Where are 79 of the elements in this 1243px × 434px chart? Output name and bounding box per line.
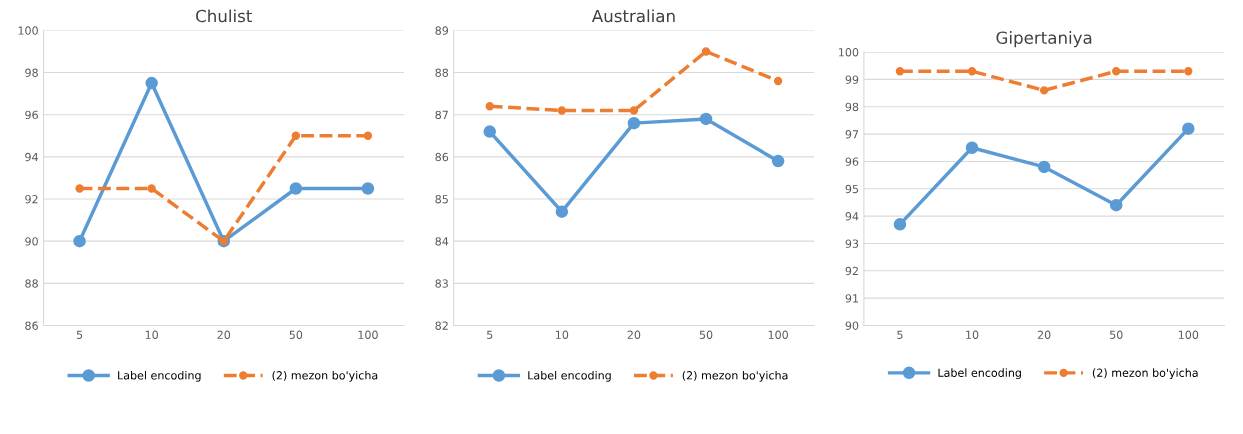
y-tick-label: 94 <box>845 212 859 221</box>
legend-label: Label encoding <box>938 368 1021 380</box>
y-tick-label: 96 <box>25 110 38 120</box>
point <box>965 141 979 155</box>
point <box>1112 67 1121 76</box>
y-tick-label: 86 <box>25 321 38 330</box>
y-tick-label: 96 <box>845 157 859 166</box>
chart-title: Australian <box>591 9 675 23</box>
y-tick-label: 88 <box>435 68 449 77</box>
point <box>145 76 158 90</box>
point <box>699 112 713 126</box>
y-tick-label: 90 <box>845 321 859 330</box>
point <box>147 184 156 193</box>
x-tick-label: 10 <box>145 330 158 339</box>
point <box>967 67 977 76</box>
chart-title: Chulist <box>196 9 252 23</box>
point <box>73 234 86 248</box>
y-tick-label: 97 <box>845 130 859 139</box>
point <box>1184 67 1193 76</box>
x-tick-label: 50 <box>1110 330 1123 339</box>
legend-label: (2) mezon bo'yicha <box>1092 368 1198 380</box>
point <box>773 76 783 86</box>
x-tick-label: 50 <box>289 330 303 339</box>
y-tick-label: 89 <box>435 26 449 35</box>
x-tick-label: 100 <box>358 330 378 339</box>
chart-title: Gipertaniya <box>996 31 1092 48</box>
legend-label: (2) mezon bo'yicha <box>272 370 378 382</box>
x-tick-label: 20 <box>1037 330 1051 339</box>
point <box>557 106 567 115</box>
y-tick-label: 98 <box>25 68 38 77</box>
y-tick-label: 88 <box>25 279 38 288</box>
point <box>485 102 494 111</box>
y-tick-label: 82 <box>435 321 448 330</box>
x-tick-label: 5 <box>76 330 83 339</box>
y-tick-label: 92 <box>25 194 38 204</box>
point <box>627 116 641 130</box>
legend-label: (2) mezon bo'yicha <box>682 370 788 382</box>
point <box>701 47 711 56</box>
x-tick-label: 100 <box>768 330 788 339</box>
x-tick-label: 5 <box>897 330 903 339</box>
x-tick-label: 10 <box>555 330 569 339</box>
point <box>75 184 84 193</box>
y-tick-label: 95 <box>845 184 859 194</box>
legend-label: Label encoding <box>528 370 611 382</box>
point <box>363 131 373 140</box>
point <box>291 131 301 140</box>
y-tick-label: 90 <box>25 237 38 246</box>
y-tick-label: 92 <box>845 266 858 276</box>
legend-label: Label encoding <box>118 370 201 382</box>
y-tick-label: 100 <box>18 26 38 35</box>
x-tick-label: 20 <box>627 330 641 339</box>
y-tick-label: 93 <box>845 239 859 248</box>
y-tick-label: 83 <box>435 279 448 288</box>
x-tick-label: 50 <box>699 330 713 339</box>
y-tick-label: 85 <box>435 194 448 204</box>
x-tick-label: 20 <box>217 330 231 339</box>
point <box>555 205 569 218</box>
y-tick-label: 91 <box>845 294 858 303</box>
y-tick-label: 84 <box>435 237 449 246</box>
x-tick-label: 5 <box>487 330 493 339</box>
y-tick-label: 87 <box>435 110 448 120</box>
point <box>1037 160 1051 174</box>
x-tick-label: 10 <box>966 330 979 339</box>
y-tick-label: 86 <box>435 152 449 162</box>
point <box>361 182 375 195</box>
x-tick-label: 100 <box>1178 330 1199 339</box>
point <box>1109 198 1123 212</box>
y-tick-label: 100 <box>839 48 859 57</box>
point <box>289 182 303 195</box>
point <box>1182 122 1195 135</box>
point <box>629 106 639 115</box>
point <box>895 67 905 76</box>
y-tick-label: 94 <box>25 152 39 162</box>
point <box>1039 86 1049 95</box>
y-tick-label: 99 <box>845 75 859 84</box>
point <box>893 218 907 231</box>
point <box>771 154 785 168</box>
point <box>483 125 496 138</box>
y-tick-label: 98 <box>845 102 859 112</box>
